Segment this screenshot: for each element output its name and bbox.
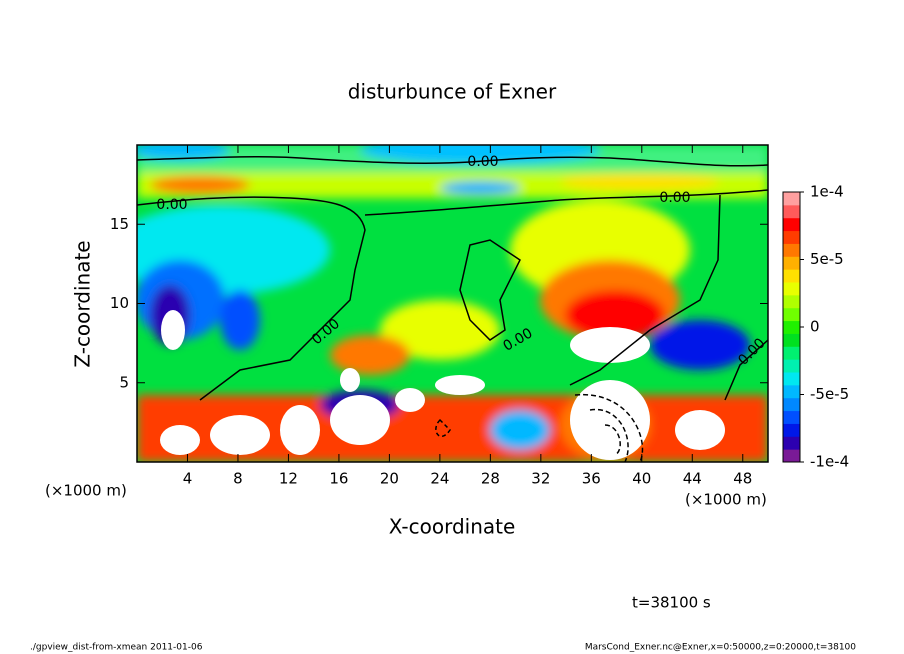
colorbar-band (783, 449, 800, 463)
colorbar-band (783, 204, 800, 219)
chart-title: disturbunce of Exner (348, 80, 557, 104)
footer-right: MarsCond_Exner.nc@Exner,x=0:50000,z=0:20… (585, 643, 856, 653)
colorbar-band (783, 346, 800, 360)
x-tick-label: 32 (531, 470, 550, 488)
x-tick-label: 12 (279, 470, 298, 488)
colorbar-tick-label: -5e-5 (810, 385, 849, 403)
colorbar-tick-label: -1e-4 (810, 453, 849, 471)
y-tick-label: 10 (110, 294, 129, 312)
contour-label: 0.00 (659, 190, 690, 206)
colorbar-band (783, 333, 800, 347)
colorbar-band (783, 397, 800, 412)
colorbar-band (783, 282, 800, 296)
colorbar-band (783, 320, 800, 334)
x-tick-label: 44 (683, 470, 702, 488)
x-tick-label: 36 (582, 470, 601, 488)
colorbar-band (783, 410, 800, 424)
colorbar-band (783, 307, 800, 322)
colorbar-band (783, 217, 800, 232)
colorbar-band (783, 269, 800, 283)
field (137, 145, 768, 462)
y-tick-label: 15 (110, 215, 129, 233)
footer-left: ./gpview_dist-from-xmean 2011-01-06 (30, 643, 203, 653)
x-tick-label: 48 (733, 470, 752, 488)
colorbar-band (783, 192, 800, 206)
x-tick-label: 8 (233, 470, 243, 488)
contour-label: 0.00 (156, 197, 187, 213)
colorbar-band (783, 423, 800, 437)
colorbar-band (783, 436, 800, 450)
field-shading (137, 145, 768, 462)
colorbar-band (783, 384, 800, 399)
colorbar-tick-label: 5e-5 (810, 250, 844, 268)
colorbar-band (783, 359, 800, 373)
contour-label: 0.00 (467, 154, 498, 170)
colorbar-tick-label: 1e-4 (810, 183, 844, 201)
colorbar-tick-label: 0 (810, 318, 820, 336)
x-tick-label: 24 (430, 470, 449, 488)
contour-lines (137, 155, 768, 462)
x-unit: (×1000 m) (685, 491, 767, 509)
colorbar-band (783, 230, 800, 244)
x-axis-label: X-coordinate (389, 515, 516, 539)
y-tick-label: 5 (119, 373, 129, 391)
field-holes (160, 310, 725, 460)
x-tick-label: 28 (481, 470, 500, 488)
x-tick-label: 20 (380, 470, 399, 488)
colorbar-band (783, 243, 800, 257)
colorbar-band (783, 294, 800, 309)
x-tick-label: 16 (329, 470, 348, 488)
x-tick-label: 4 (183, 470, 193, 488)
x-tick-label: 40 (632, 470, 651, 488)
colorbar-band (783, 256, 800, 270)
colorbar-band (783, 372, 800, 386)
time-label: t=38100 s (632, 594, 711, 612)
y-axis-label: Z-coordinate (71, 240, 95, 367)
y-unit: (×1000 m) (45, 482, 127, 500)
